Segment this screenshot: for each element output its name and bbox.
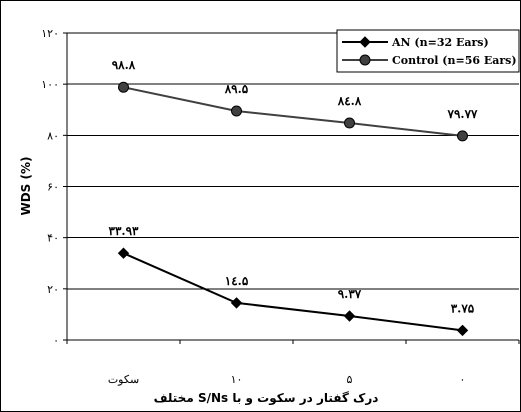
data-labels: ۳۳.۹۳ ۱٤.۵ ۹.۳۷ ۳.۷۵ ۹۸.۸ ۸۹.۵ ۸٤.۸ ۷۹.۷۷ (109, 58, 479, 315)
data-label-an: ۳.۷۵ (451, 301, 475, 315)
legend-box (336, 29, 520, 73)
legend-label-an: AN (n=32 Ears) (391, 36, 489, 49)
series-line-control (123, 86, 463, 137)
x-tick-label: ۵ (347, 373, 353, 386)
data-label-an: ۱٤.۵ (225, 274, 249, 288)
y-tick-label: ۱۲۰ (41, 27, 59, 40)
data-label-control: ۹۸.۸ (112, 58, 136, 72)
data-label-an: ۹.۳۷ (338, 287, 362, 301)
y-tick-label: ۶۰ (47, 181, 59, 194)
y-tick-label: ۴۰ (47, 232, 59, 245)
data-label-an: ۳۳.۹۳ (109, 224, 140, 238)
legend-marker-an (359, 36, 371, 48)
x-axis-title: درک گفتار در سکوت و با S/Ns مختلف (154, 391, 379, 406)
legend-marker-control (359, 54, 371, 66)
data-point-an (117, 247, 130, 259)
data-label-control: ۷۹.۷۷ (447, 107, 479, 121)
data-label-control: ۸۹.۵ (224, 82, 249, 96)
data-point-an (343, 310, 356, 322)
data-point-an (230, 297, 243, 309)
x-tick-label: ۰ (460, 373, 466, 386)
y-tick-label: ۲۰ (47, 283, 59, 296)
x-tick-label: ۱۰ (231, 373, 243, 386)
data-point-control (231, 105, 242, 117)
y-tick-label: ۸۰ (47, 129, 59, 142)
legend-label-control: Control (n=56 Ears) (392, 54, 517, 67)
legend: AN (n=32 Ears) Control (n=56 Ears) (336, 29, 520, 73)
axes: ۰ ۲۰ ۴۰ ۶۰ ۸۰ ۱۰۰ ۱۲۰ سکوت ۱۰ ۵ ۰ (41, 27, 520, 386)
data-label-control: ۸٤.۸ (337, 94, 362, 108)
series (117, 81, 469, 337)
data-point-control (118, 81, 129, 93)
y-axis-title: WDS (%) (19, 156, 33, 215)
x-tick-label: سکوت (108, 373, 139, 386)
y-tick-label: ۰ (53, 334, 59, 347)
y-tick-label: ۱۰۰ (41, 78, 59, 91)
series-line-an (123, 252, 463, 332)
data-point-control (344, 117, 355, 129)
data-point-an (456, 324, 469, 337)
data-point-control (457, 130, 468, 142)
